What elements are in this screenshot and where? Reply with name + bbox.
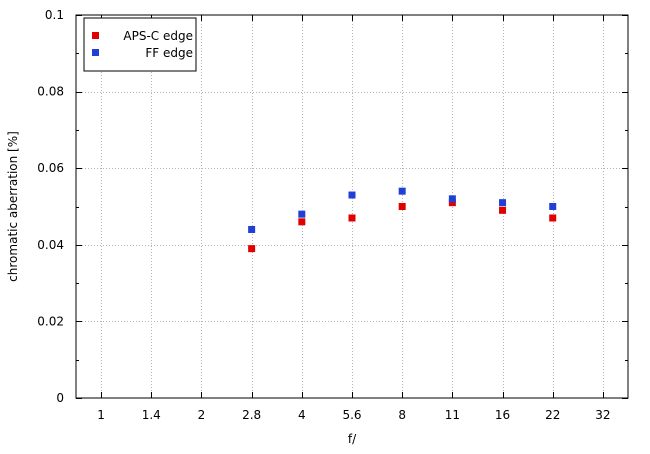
x-tick-label: 2 [198, 408, 206, 422]
data-point-ff [448, 195, 456, 203]
x-tick-label: 8 [398, 408, 406, 422]
data-point-ff [549, 203, 557, 210]
data-point-aps-c [398, 203, 406, 210]
data-point-aps-c [549, 214, 557, 222]
data-point-aps-c [348, 214, 356, 222]
data-points [248, 187, 557, 253]
data-point-ff [248, 225, 256, 233]
data-point-aps-c [298, 218, 306, 226]
data-point-ff [398, 187, 406, 195]
x-tick-label: 5.6 [342, 408, 361, 422]
y-tick-label: 0.04 [37, 238, 64, 252]
data-point-ff [298, 210, 306, 218]
data-point-aps-c [499, 206, 507, 214]
x-tick-label: 16 [495, 408, 510, 422]
data-point-aps-c [448, 199, 456, 207]
y-tick-label: 0.02 [37, 314, 64, 328]
x-tick-label: 1 [97, 408, 105, 422]
data-point-ff [499, 199, 507, 207]
legend-box [83, 17, 197, 72]
x-axis-label: f/ [348, 432, 357, 446]
legend-label-aps-c: APS-C edge [123, 29, 193, 43]
x-tick-label: 22 [545, 408, 560, 422]
data-point-aps-c [248, 245, 256, 253]
y-axis-label: chromatic aberration [%] [6, 131, 20, 282]
axis-ticks [76, 15, 628, 399]
y-tick-label: 0 [56, 391, 64, 405]
x-tick-label: 2.8 [242, 408, 261, 422]
legend-label-ff: FF edge [145, 46, 193, 60]
data-point-ff [348, 191, 356, 199]
legend-marker-ff [92, 49, 99, 56]
x-tick-label: 1.4 [142, 408, 161, 422]
y-tick-label: 0.06 [37, 161, 64, 175]
y-tick-label: 0.1 [45, 8, 64, 22]
x-tick-label: 11 [445, 408, 460, 422]
y-tick-label: 0.08 [37, 85, 64, 99]
tick-labels: 0 0.02 0.04 0.06 0.08 0.1 1 1.4 2 2.8 4 5.6 8 11 16 22 3… [37, 8, 610, 422]
x-tick-label: 32 [595, 408, 610, 422]
legend: APS-C edge FF edge [83, 17, 197, 72]
grid [76, 15, 628, 398]
legend-marker-aps-c [92, 32, 99, 39]
x-tick-label: 4 [298, 408, 306, 422]
